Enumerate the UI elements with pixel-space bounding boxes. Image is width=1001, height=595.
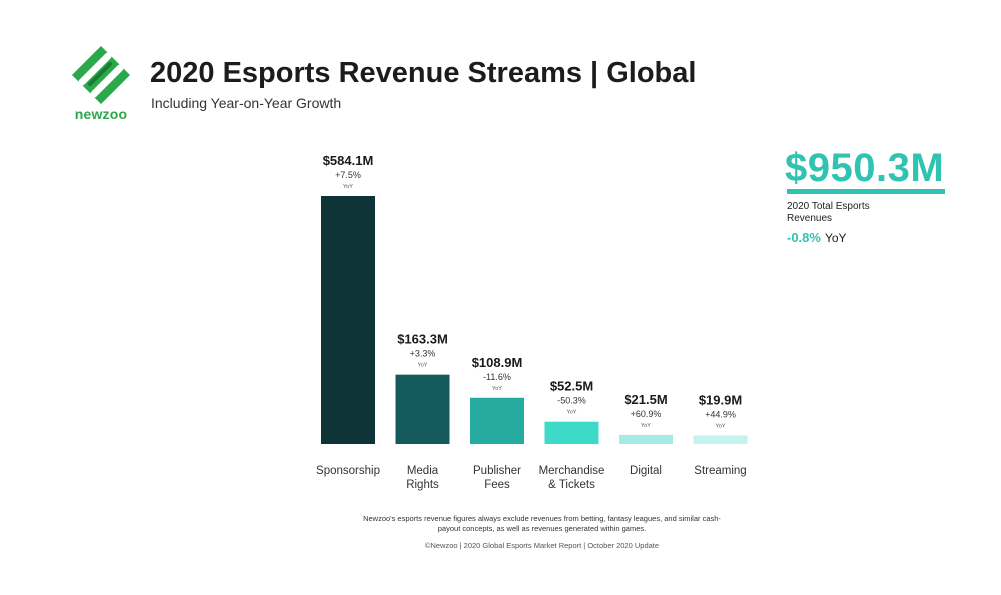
source-line: ©Newzoo | 2020 Global Esports Market Rep… — [424, 541, 660, 550]
category-label: Merchandise — [539, 465, 605, 477]
category-label: & Tickets — [548, 479, 595, 491]
category-label: Fees — [484, 479, 510, 491]
bar-value-label: $52.5M — [550, 379, 593, 394]
bar — [321, 196, 375, 444]
bar-yoy-label: YoY — [716, 424, 726, 430]
category-label: Streaming — [694, 465, 746, 477]
bar-growth-label: +44.9% — [705, 410, 736, 420]
bar-value-label: $21.5M — [624, 392, 667, 407]
category-label: Digital — [630, 465, 662, 477]
category-label: Rights — [406, 479, 439, 491]
category-label: Publisher — [473, 465, 521, 477]
bar — [619, 434, 673, 444]
bar-value-label: $163.3M — [397, 332, 448, 347]
bar-growth-label: +3.3% — [410, 349, 436, 359]
bar-growth-label: +7.5% — [335, 170, 361, 180]
bar — [395, 374, 450, 444]
bar-growth-label: -11.6% — [483, 372, 511, 382]
total-revenue-value: $950.3M — [785, 146, 945, 190]
footnote: Newzoo's esports revenue figures always … — [363, 514, 721, 533]
logo-wordmark: newzoo — [74, 106, 128, 122]
bar-value-label: $19.9M — [699, 393, 742, 408]
bar — [544, 421, 599, 444]
total-revenue-underline — [787, 189, 945, 194]
bar-value-label: $584.1M — [323, 153, 374, 168]
category-label: Media — [407, 465, 439, 477]
bar — [470, 397, 524, 444]
category-label: Sponsorship — [316, 465, 380, 477]
bar-yoy-label: YoY — [567, 410, 577, 416]
total-growth-suffix: YoY — [824, 231, 847, 245]
newzoo-logo: newzoo — [66, 44, 136, 126]
chart-subtitle: Including Year-on-Year Growth — [151, 95, 342, 111]
bar-yoy-label: YoY — [343, 184, 353, 190]
bar-yoy-label: YoY — [641, 423, 651, 429]
total-growth: -0.8% YoY — [787, 230, 847, 245]
total-growth-percent: -0.8% — [787, 230, 821, 245]
newzoo-logo-icon — [72, 46, 130, 104]
total-revenue-label: 2020 Total Esports Revenues — [787, 201, 870, 224]
bar — [693, 435, 748, 444]
bar-yoy-label: YoY — [492, 386, 502, 392]
bar-yoy-label: YoY — [418, 363, 428, 369]
bar-value-label: $108.9M — [472, 355, 523, 370]
bar-growth-label: +60.9% — [631, 409, 662, 419]
bar-growth-label: -50.3% — [557, 396, 586, 406]
chart-title: 2020 Esports Revenue Streams | Global — [150, 57, 697, 89]
